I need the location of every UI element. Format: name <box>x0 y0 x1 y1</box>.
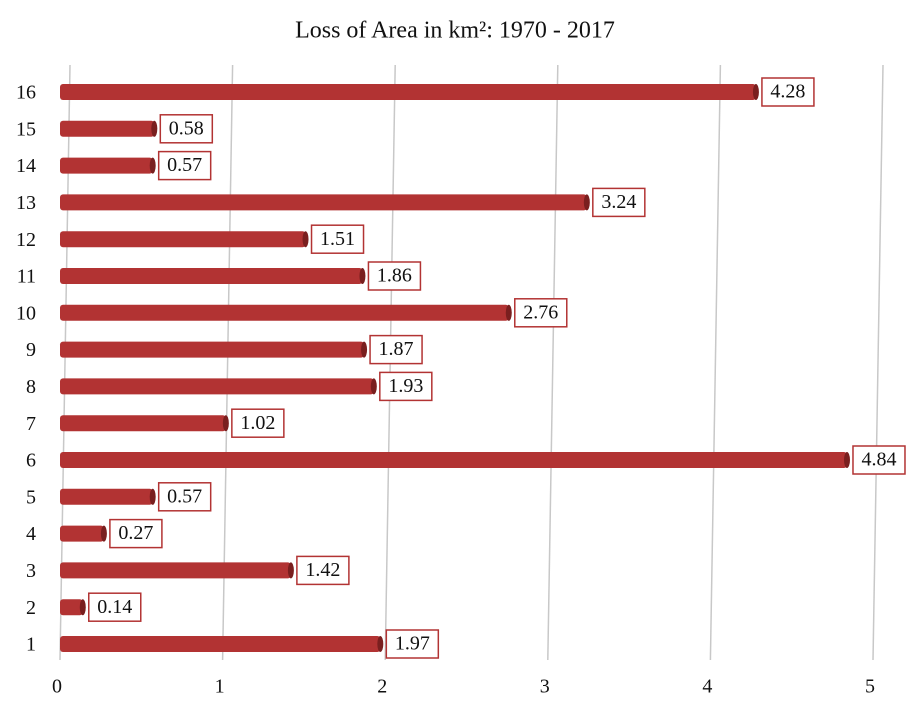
value-label: 1.86 <box>377 265 412 287</box>
y-tick-label: 9 <box>26 339 36 361</box>
value-label-box <box>514 298 568 328</box>
value-label: 0.57 <box>167 154 202 176</box>
bar <box>60 562 291 579</box>
value-label: 0.58 <box>169 117 204 139</box>
x-tick-label: 4 <box>702 676 712 698</box>
bar <box>60 415 226 432</box>
value-label-box <box>379 371 433 402</box>
bar-cap <box>149 488 156 505</box>
value-label: 4.28 <box>770 81 805 103</box>
x-tick-label: 3 <box>540 676 550 698</box>
x-tick-label: 5 <box>865 676 875 698</box>
grid-line <box>872 64 884 661</box>
x-tick-label: 2 <box>377 676 387 698</box>
value-label-box <box>310 224 365 254</box>
value-label: 1.93 <box>388 375 423 397</box>
y-tick-label: 6 <box>26 450 36 472</box>
y-tick-label: 1 <box>26 634 36 656</box>
bar <box>60 194 587 211</box>
value-label-box <box>592 187 646 218</box>
value-label-box <box>157 482 212 512</box>
bar-cap <box>79 599 86 616</box>
value-label: 1.87 <box>379 338 414 360</box>
y-tick-label: 3 <box>26 560 36 582</box>
value-label: 0.14 <box>97 596 132 618</box>
value-label-box <box>109 518 163 549</box>
chart-title: Loss of Area in km²: 1970 - 2017 <box>295 18 615 44</box>
x-tick-label: 1 <box>215 676 225 698</box>
y-tick-label: 4 <box>26 523 36 545</box>
value-label: 3.24 <box>601 191 636 213</box>
y-tick-label: 5 <box>26 486 36 508</box>
value-label-box <box>296 555 350 586</box>
value-label: 2.76 <box>523 301 558 323</box>
value-label-box <box>852 445 906 475</box>
value-label-box <box>369 334 423 365</box>
bar-cap <box>302 231 309 248</box>
value-label: 1.02 <box>240 412 275 434</box>
bar-cap <box>583 194 590 211</box>
bar-cap <box>287 562 294 579</box>
grid-line <box>221 64 234 661</box>
bar-cap <box>377 636 384 652</box>
y-tick-label: 10 <box>16 302 36 324</box>
value-label: 4.84 <box>861 449 896 471</box>
bar <box>60 84 756 100</box>
value-label-box <box>159 114 214 144</box>
value-label: 1.97 <box>395 633 430 655</box>
bar <box>60 231 306 248</box>
value-label-box <box>231 408 285 438</box>
bar-cap <box>359 268 366 284</box>
y-tick-label: 8 <box>26 376 36 398</box>
bar-cap <box>370 378 377 395</box>
y-tick-label: 7 <box>26 413 36 435</box>
grid-line <box>547 64 559 661</box>
y-tick-label: 12 <box>16 229 36 251</box>
y-tick-label: 2 <box>26 597 36 619</box>
bar <box>60 599 83 616</box>
value-label-box <box>367 261 422 291</box>
y-tick-label: 15 <box>16 118 36 140</box>
bar <box>60 304 509 321</box>
bar <box>60 120 155 137</box>
bar-cap <box>222 415 229 432</box>
x-tick-label: 0 <box>52 676 62 698</box>
bar <box>60 157 153 174</box>
bar <box>60 378 374 395</box>
y-tick-label: 13 <box>16 192 36 214</box>
value-label-box <box>88 592 142 622</box>
bar-cap <box>505 304 512 321</box>
y-tick-label: 14 <box>16 155 36 177</box>
y-tick-label: 11 <box>17 266 36 288</box>
bar-cap <box>100 525 107 542</box>
bar <box>60 452 847 468</box>
value-label-box <box>385 629 440 659</box>
value-label: 1.42 <box>305 559 340 581</box>
bars <box>60 84 850 652</box>
bar-cap <box>361 341 368 358</box>
bar <box>60 488 153 505</box>
bar <box>60 525 104 542</box>
bar <box>60 341 365 358</box>
bar <box>60 268 363 284</box>
value-label: 1.51 <box>320 228 355 250</box>
grid-line <box>709 64 722 661</box>
bar-cap <box>149 157 156 174</box>
bar-cap <box>752 84 759 100</box>
bar-cap <box>843 452 850 468</box>
value-label-box <box>157 150 212 181</box>
value-label-box <box>761 77 815 107</box>
value-label: 0.27 <box>118 522 153 544</box>
bar-cap <box>151 120 158 137</box>
value-label: 0.57 <box>167 485 202 507</box>
bar <box>60 636 381 652</box>
y-tick-label: 16 <box>16 82 36 104</box>
